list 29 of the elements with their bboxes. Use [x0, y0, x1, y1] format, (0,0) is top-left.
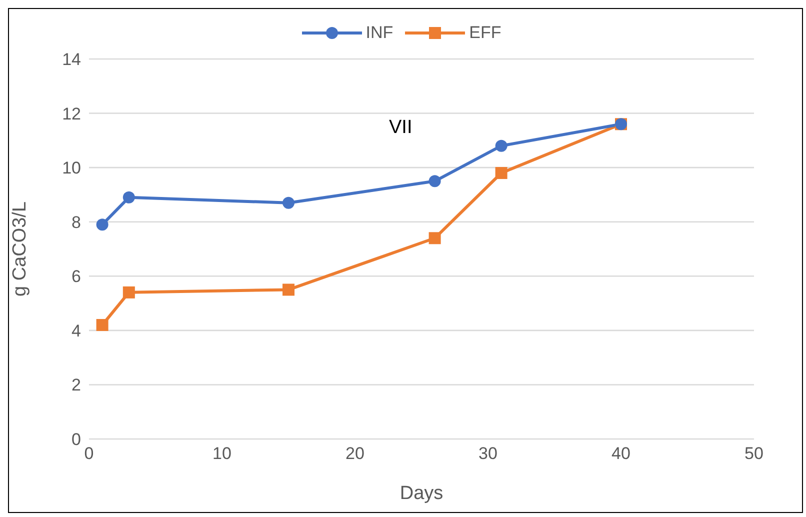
y-tick-label: 0: [72, 430, 81, 450]
x-tick-label: 50: [744, 444, 764, 464]
legend-label: INF: [366, 23, 394, 43]
x-tick-label: 30: [478, 444, 498, 464]
y-tick-label: 6: [72, 267, 81, 286]
y-tick-label: 12: [62, 104, 81, 124]
point: [428, 175, 441, 188]
x-tick-label: 0: [84, 444, 94, 464]
y-tick-label: 14: [62, 50, 81, 70]
point: [282, 284, 294, 296]
x-tick-label: 40: [612, 444, 630, 464]
point: [495, 167, 508, 179]
y-tick-label: 10: [62, 158, 81, 178]
y-axis-title: g CaCO3/L: [10, 201, 31, 297]
point: [122, 286, 135, 298]
y-tick-label: 8: [72, 212, 81, 232]
point: [96, 218, 108, 231]
point: [122, 191, 135, 204]
x-tick-label: 10: [212, 444, 232, 464]
point: [495, 140, 508, 152]
point: [428, 232, 441, 244]
point: [96, 319, 108, 331]
y-tick-label: 2: [72, 376, 81, 395]
x-axis-title: Days: [400, 483, 444, 504]
point: [282, 196, 294, 209]
y-tick-label: 4: [72, 321, 81, 340]
legend-label: EFF: [469, 23, 502, 43]
x-tick-label: 20: [346, 444, 364, 464]
annotation: VII: [389, 117, 412, 139]
